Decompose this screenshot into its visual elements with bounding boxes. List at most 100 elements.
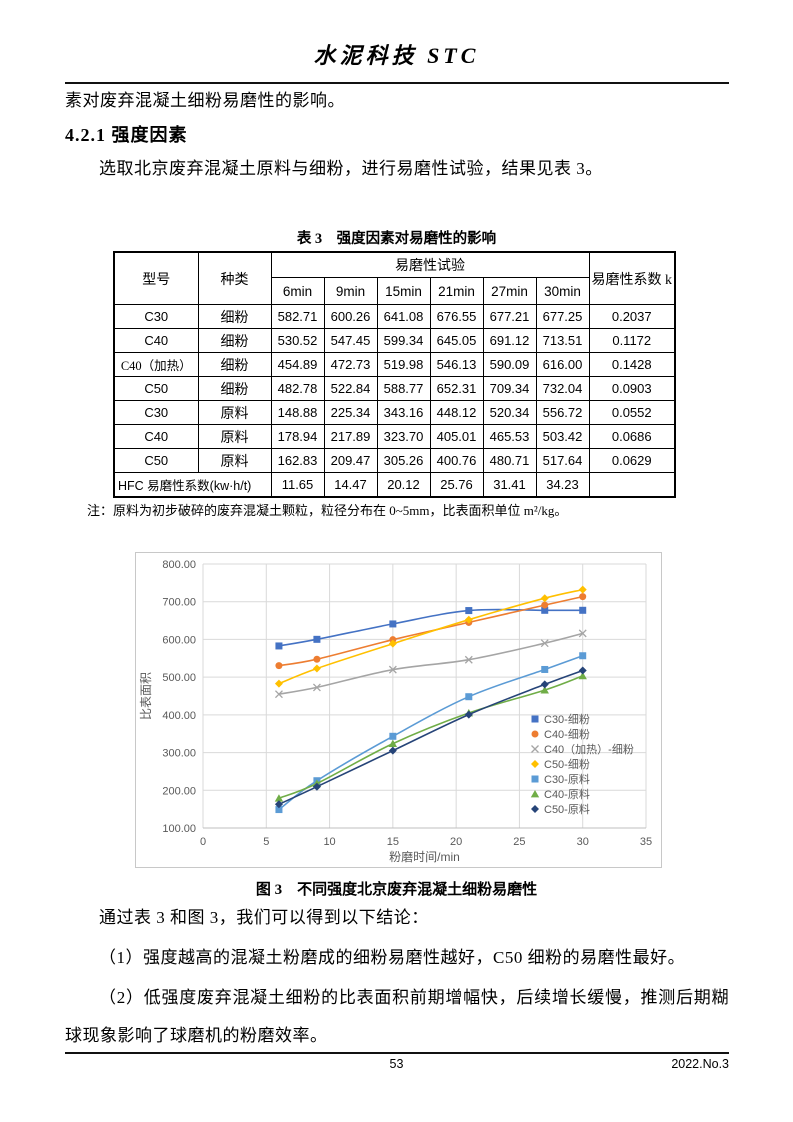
cell-value: 454.89: [270, 352, 325, 377]
cell-value: 25.76: [429, 472, 484, 498]
cell-value: 305.26: [376, 448, 431, 473]
cell-value: 34.23: [535, 472, 590, 498]
cell-value: 556.72: [535, 400, 590, 425]
svg-text:C40-细粉: C40-细粉: [544, 728, 590, 741]
cell-value: 652.31: [429, 376, 484, 401]
svg-text:15: 15: [387, 836, 399, 848]
cell-value: 600.26: [323, 304, 378, 329]
cell-value: 517.64: [535, 448, 590, 473]
svg-text:C30-原料: C30-原料: [544, 772, 590, 786]
table-row: C50 原料 162.83 209.47 305.26 400.76 480.7…: [113, 448, 676, 473]
cell-model: C50: [113, 376, 199, 401]
cell-value: 405.01: [429, 424, 484, 449]
cell-model: C40（加热）: [113, 352, 199, 377]
lead-paragraph: 选取北京废弃混凝土原料与细粉，进行易磨性试验，结果见表 3。: [99, 159, 603, 178]
cell-value: 217.89: [323, 424, 378, 449]
svg-text:20: 20: [450, 836, 462, 848]
cell-value: 677.21: [482, 304, 537, 329]
svg-text:C50-原料: C50-原料: [544, 802, 590, 816]
table-3: 型号 种类 易磨性试验 易磨性系数 k 6min 9min 15min 21mi…: [113, 251, 676, 498]
svg-text:100.00: 100.00: [162, 823, 196, 835]
cell-model: C40: [113, 424, 199, 449]
cell-value: 323.70: [376, 424, 431, 449]
cell-type: 细粉: [197, 352, 272, 377]
cell-value: 11.65: [270, 472, 325, 498]
intro-line: 素对废弃混凝土细粉易磨性的影响。: [65, 91, 345, 110]
cell-value: 209.47: [323, 448, 378, 473]
col-header-time: 21min: [429, 277, 484, 305]
cell-value: 148.88: [270, 400, 325, 425]
cell-type: 原料: [197, 424, 272, 449]
svg-text:500.00: 500.00: [162, 672, 196, 684]
table-header-row: 型号 种类 易磨性试验 易磨性系数 k: [113, 251, 676, 305]
cell-value: 480.71: [482, 448, 537, 473]
cell-type: 原料: [197, 400, 272, 425]
section-heading: 4.2.1 强度因素: [65, 125, 188, 145]
cell-value: 616.00: [535, 352, 590, 377]
cell-value: 162.83: [270, 448, 325, 473]
conclusion-intro: 通过表 3 和图 3，我们可以得到以下结论：: [99, 908, 429, 927]
footer-rule: [65, 1052, 729, 1054]
svg-text:5: 5: [263, 836, 269, 848]
svg-text:粉磨时间/min: 粉磨时间/min: [389, 850, 460, 864]
table-row: C30 细粉 582.71 600.26 641.08 676.55 677.2…: [113, 304, 676, 329]
cell-value: 482.78: [270, 376, 325, 401]
table-3-title: 表 3 强度因素对易磨性的影响: [296, 231, 497, 247]
cell-value: 519.98: [376, 352, 431, 377]
cell-value: 530.52: [270, 328, 325, 353]
issue-number: 2022.No.3: [671, 1057, 729, 1071]
cell-k: 0.0903: [588, 376, 676, 401]
cell-value: 645.05: [429, 328, 484, 353]
cell-value: 522.84: [323, 376, 378, 401]
table-row: C40 细粉 530.52 547.45 599.34 645.05 691.1…: [113, 328, 676, 353]
cell-value: 588.77: [376, 376, 431, 401]
cell-value: 14.47: [323, 472, 378, 498]
table-row: C30 原料 148.88 225.34 343.16 448.12 520.3…: [113, 400, 676, 425]
table-row: C40 原料 178.94 217.89 323.70 405.01 465.5…: [113, 424, 676, 449]
col-header-time: 27min: [482, 277, 537, 305]
col-header-k: 易磨性系数 k: [588, 251, 676, 305]
cell-value: 599.34: [376, 328, 431, 353]
cell-k: 0.1172: [588, 328, 676, 353]
table-note: 注：原料为初步破碎的废弃混凝土颗粒，粒径分布在 0~5mm，比表面积单位 m²/…: [87, 503, 568, 518]
col-header-time: 15min: [376, 277, 431, 305]
cell-k: 0.0629: [588, 448, 676, 473]
cell-k: 0.0686: [588, 424, 676, 449]
conclusion-item-2: （2）低强度废弃混凝土细粉的比表面积前期增幅快，后续增长缓慢，推测后期糊球现象影…: [65, 988, 729, 1045]
svg-text:10: 10: [323, 836, 335, 848]
cell-value: 732.04: [535, 376, 590, 401]
cell-type: 细粉: [197, 376, 272, 401]
svg-text:25: 25: [513, 836, 525, 848]
cell-model: C30: [113, 304, 199, 329]
table-row: C50 细粉 482.78 522.84 588.77 652.31 709.3…: [113, 376, 676, 401]
col-header-time: 9min: [323, 277, 378, 305]
cell-type: 细粉: [197, 328, 272, 353]
table-row-hfc: HFC 易磨性系数(kw·h/t) 11.65 14.47 20.12 25.7…: [113, 472, 676, 498]
svg-text:400.00: 400.00: [162, 710, 196, 722]
col-header-time: 6min: [270, 277, 325, 305]
table-row: C40（加热） 细粉 454.89 472.73 519.98 546.13 5…: [113, 352, 676, 377]
svg-text:35: 35: [640, 836, 652, 848]
page-number: 53: [389, 1057, 404, 1071]
svg-text:200.00: 200.00: [162, 785, 196, 797]
cell-k: 0.1428: [588, 352, 676, 377]
svg-text:0: 0: [200, 836, 206, 848]
cell-value: 31.41: [482, 472, 537, 498]
cell-value: 546.13: [429, 352, 484, 377]
table-subheader-row: 6min 9min 15min 21min 27min 30min: [114, 277, 675, 305]
svg-text:比表面积: 比表面积: [139, 672, 153, 720]
cell-value: 641.08: [376, 304, 431, 329]
cell-k: 0.2037: [588, 304, 676, 329]
figure-3-caption: 图 3 不同强度北京废弃混凝土细粉易磨性: [255, 882, 538, 898]
cell-value: 472.73: [323, 352, 378, 377]
cell-hfc-label: HFC 易磨性系数(kw·h/t): [113, 472, 272, 498]
specific-surface-line-chart: 100.00 200.00 300.00 400.00 500.00 600.00 700.…: [139, 559, 652, 864]
svg-text:30: 30: [577, 836, 589, 848]
svg-text:C30-细粉: C30-细粉: [544, 713, 590, 726]
cell-value: 709.34: [482, 376, 537, 401]
cell-value: 448.12: [429, 400, 484, 425]
cell-type: 细粉: [197, 304, 272, 329]
cell-model: C30: [113, 400, 199, 425]
svg-text:300.00: 300.00: [162, 748, 196, 760]
cell-value: 582.71: [270, 304, 325, 329]
